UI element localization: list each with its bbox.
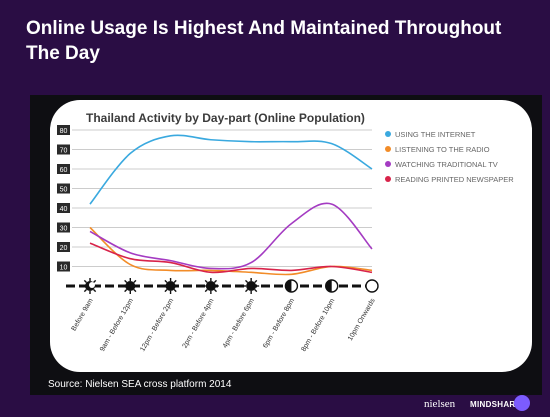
x-tick-label: 9am - Before 12pm [99,297,135,353]
x-tick-label: Before 9am [71,297,95,332]
legend-marker [385,131,391,137]
x-axis-timeline [66,278,379,294]
x-tick-label: 12pm - Before 2pm [139,297,175,353]
y-tick-box [57,125,70,135]
y-tick-label: 30 [60,226,68,233]
legend-label: READING PRINTED NEWSPAPER [395,175,514,184]
half-moon-icon [325,279,339,293]
y-tick-label: 40 [60,206,68,213]
legend-label: LISTENING TO THE RADIO [395,145,490,154]
mindshare-logo-mark [514,395,530,411]
series-line-4 [89,242,373,274]
y-tick-box [57,203,70,213]
x-tick-label: 2pm - Before 4pm [182,297,216,349]
legend-label: USING THE INTERNET [395,130,476,139]
y-tick-label: 80 [60,128,68,135]
legend: USING THE INTERNET LISTENING TO THE RADIO… [385,130,514,184]
series-layer [89,134,373,276]
y-tick-label: 70 [60,148,68,155]
mindshare-logo: MINDSHARE [470,400,522,409]
legend-marker [385,176,391,182]
sun-icon [122,278,139,294]
legend-marker [385,146,391,152]
moon-icon [82,278,98,294]
y-tick-label: 50 [60,187,68,194]
full-moon-icon [365,279,379,293]
y-tick-label: 10 [60,265,68,272]
source-note: Source: Nielsen SEA cross platform 2014 [48,379,232,390]
x-tick-label: 10pm Onwards [347,297,377,342]
slide-title: Online Usage Is Highest And Maintained T… [26,18,502,64]
x-tick-label: 4pm - Before 6pm [222,297,256,349]
y-tick-box [57,144,70,155]
legend-label: WATCHING TRADITIONAL TV [395,160,498,169]
half-moon-icon [284,279,299,293]
y-tick-label: 20 [60,245,68,252]
chart-card [50,100,532,372]
y-tick-label: 60 [60,167,68,174]
x-tick-label: 8pm - Before 10pm [300,297,336,353]
y-tick-box [57,164,70,174]
series-line-2 [89,226,373,276]
y-tick-box [57,261,70,272]
y-axis-ticks: 10 20 30 40 50 60 70 80 [57,125,70,272]
x-axis-labels: Before 9am 9am - Before 12pm 12pm - Before… [71,297,377,353]
x-tick-label: 6pm - Before 8pm [262,297,296,349]
y-tick-box [57,222,70,233]
sun-icon [202,278,219,294]
legend-marker [385,161,391,167]
sun-icon [243,278,260,294]
series-line-1 [89,134,373,205]
nielsen-logo: nielsen [424,398,456,410]
sun-icon [162,278,179,294]
y-tick-box [57,183,70,194]
series-line-3 [89,202,373,270]
chart-title: Thailand Activity by Day-part (Online Po… [86,111,365,125]
y-tick-box [57,242,70,252]
